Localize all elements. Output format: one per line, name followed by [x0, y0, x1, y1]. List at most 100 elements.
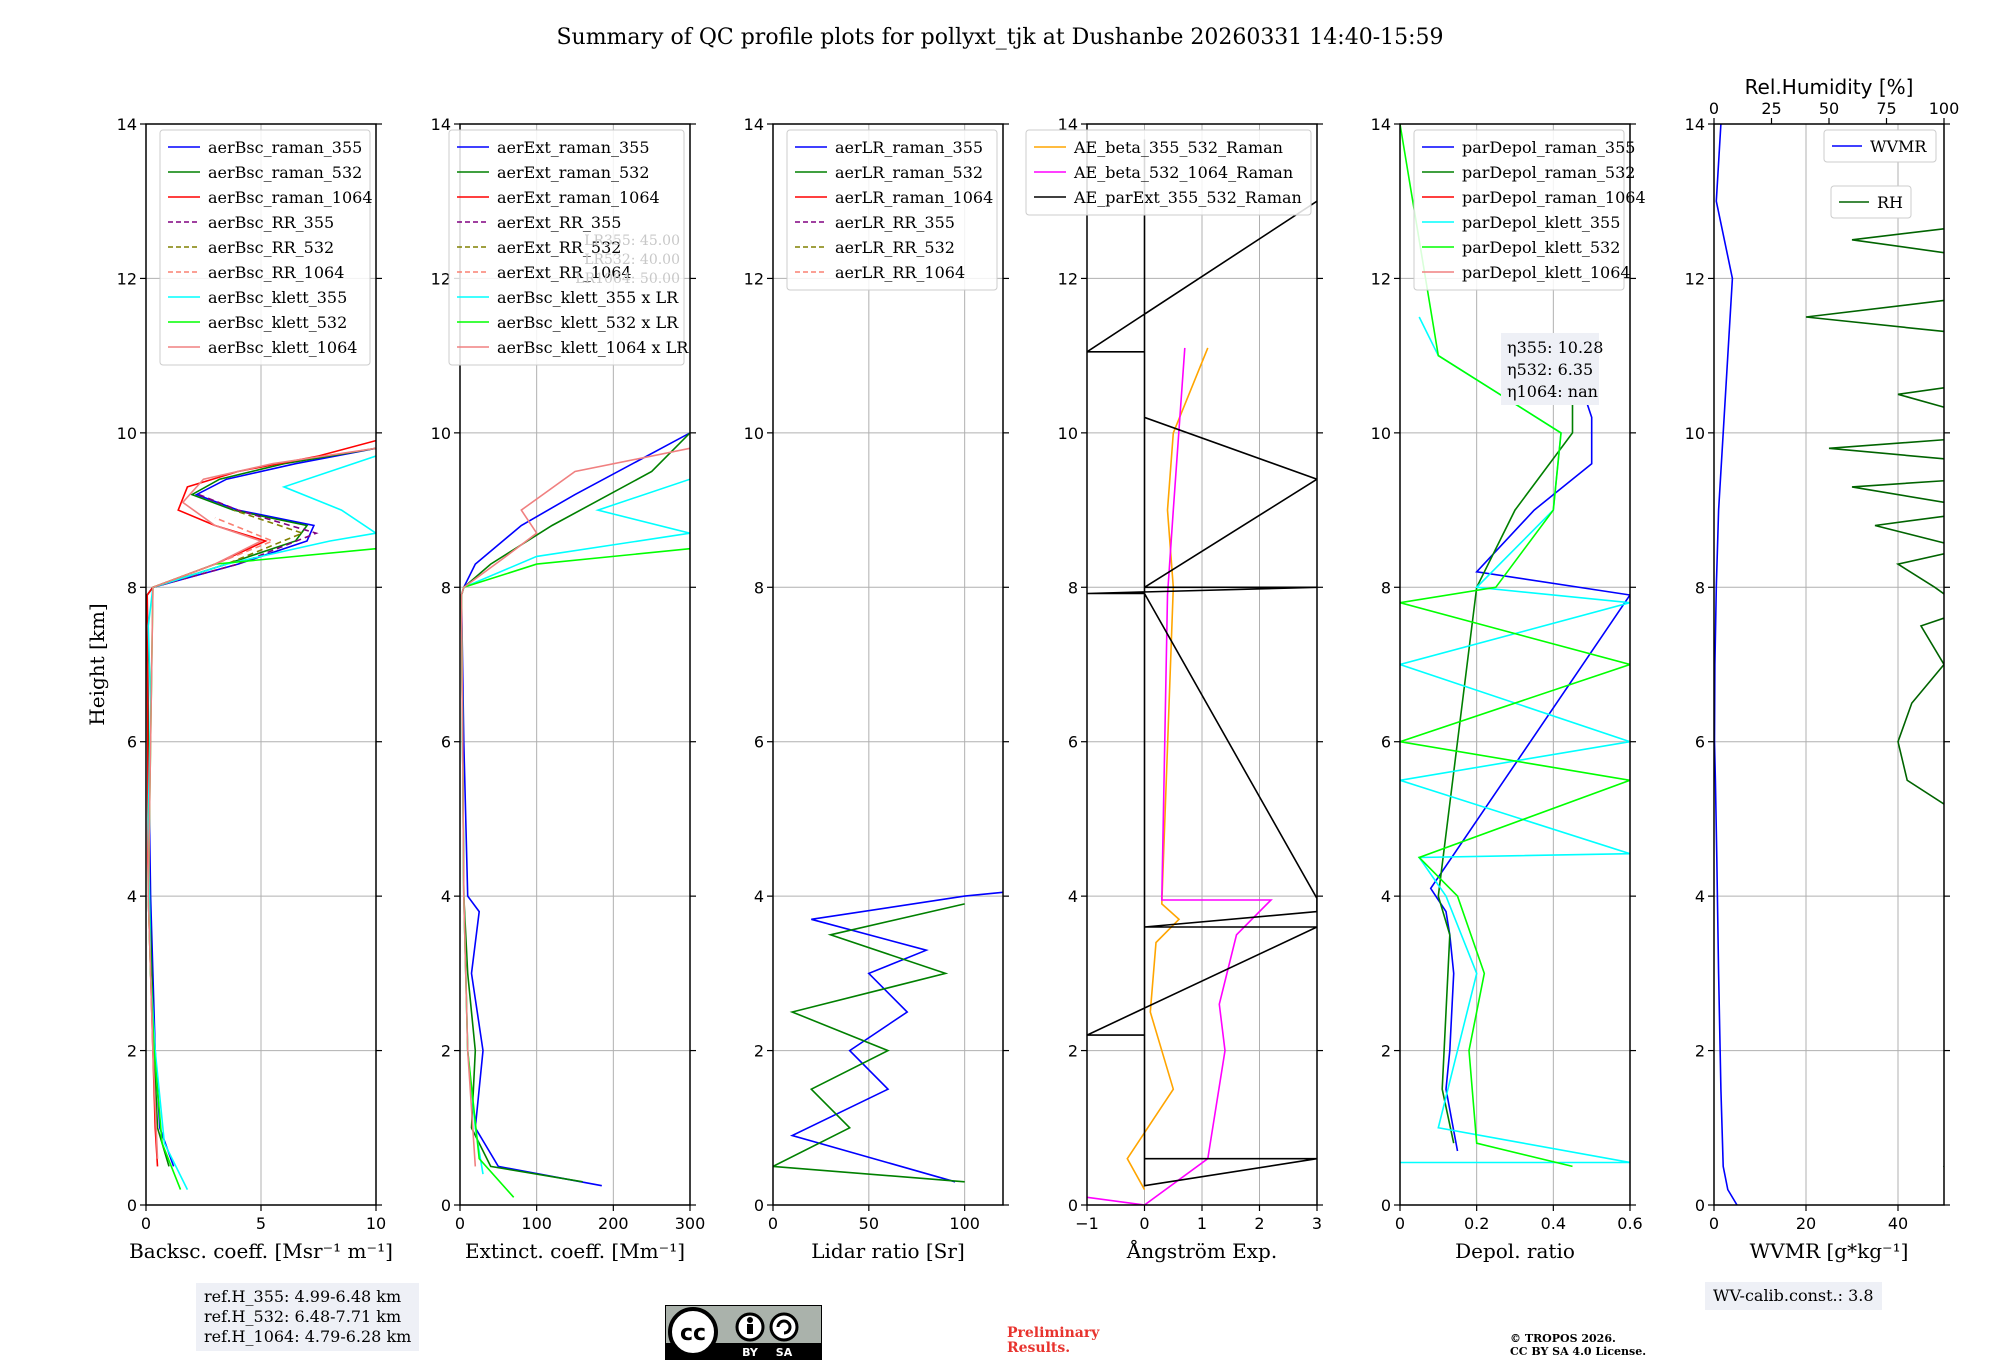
y-tick-label: 4: [1381, 887, 1391, 906]
series-aerbsc-klett-355-x-lr: [460, 478, 690, 1175]
y-tick-label: 2: [754, 1042, 764, 1061]
y-tick-label: 10: [1058, 424, 1078, 443]
y-tick-label: 8: [1068, 578, 1078, 597]
series-pardepol-raman-532: [1437, 394, 1574, 1144]
series-aerbsc-rr-355: [152, 493, 319, 589]
y-tick-label: 0: [1695, 1196, 1705, 1215]
x-axis-label: Lidar ratio [Sr]: [811, 1239, 965, 1263]
x-tick-label: 200: [598, 1214, 629, 1233]
axes-frame: [459, 123, 691, 1206]
x-tick-label: 3: [1312, 1214, 1322, 1233]
x-tick-label: 0.6: [1617, 1214, 1642, 1233]
legend-label: AE_beta_532_1064_Raman: [1073, 163, 1293, 182]
top-x-axis-label: Rel.Humidity [%]: [1745, 75, 1914, 99]
top-x-tick-label: 75: [1876, 99, 1896, 118]
preliminary-line-2: Results.: [1007, 1340, 1071, 1356]
y-tick-label: 0: [1381, 1196, 1391, 1215]
x-tick-label: 100: [521, 1214, 552, 1233]
series-ae-parext-355-532-raman: [1087, 139, 1317, 1187]
x-tick-label: 5: [256, 1214, 266, 1233]
x-tick-label: 10: [366, 1214, 386, 1233]
x-tick-label: 2: [1254, 1214, 1264, 1233]
top-x-tick-label: 100: [1929, 99, 1960, 118]
y-tick-label: 2: [441, 1042, 451, 1061]
y-tick-label: 0: [127, 1196, 137, 1215]
y-tick-label: 2: [1068, 1042, 1078, 1061]
y-tick-label: 2: [1381, 1042, 1391, 1061]
cc-sa-label: SA: [776, 1346, 793, 1359]
legend: aerBsc_raman_355 aerBsc_raman_532 aerBsc_r…: [159, 129, 373, 366]
lidar-ratio-annotation: LR1064: 50.00: [575, 271, 680, 287]
figure-title: Summary of QC profile plots for pollyxt_…: [556, 25, 1443, 50]
legend-label: aerBsc_raman_532: [208, 163, 362, 182]
x-tick-label: 0: [768, 1214, 778, 1233]
series-group: [773, 891, 1003, 1183]
copyright-notice: © TROPOS 2026. CC BY SA 4.0 License.: [1510, 1332, 1646, 1358]
axes-frame: [1399, 123, 1631, 1206]
legend-box: [448, 129, 685, 366]
x-axis-label: Extinct. coeff. [Mm⁻¹]: [465, 1239, 685, 1263]
legend-rh: RH: [1830, 185, 1912, 219]
y-tick-label: 0: [1068, 1196, 1078, 1215]
eta-box-bg: [1501, 333, 1599, 405]
legend-label: aerBsc_klett_1064 x LR: [497, 338, 689, 357]
series-rh: [1805, 227, 1944, 1168]
y-tick-label: 6: [1381, 733, 1391, 752]
series-wvmr: [1714, 124, 1738, 1205]
legend: aerExt_raman_355 aerExt_raman_532 aerExt_r…: [448, 129, 689, 366]
legend-label: aerBsc_klett_532: [208, 313, 347, 332]
x-tick-label: 0: [1395, 1214, 1405, 1233]
panel-6: 0 20 40 0 2 4 6 8 10 12 14 WVMR [g*kg⁻¹] 0 25 50 75 100 R…: [1685, 75, 1960, 1263]
series-group: [460, 432, 690, 1198]
legend-label: aerBsc_RR_532: [208, 238, 334, 257]
y-tick-label: 12: [1685, 269, 1705, 288]
series-aerbsc-klett-355: [147, 455, 376, 1190]
legend-label: aerExt_RR_355: [497, 213, 621, 232]
series-aerbsc-klett-1064-x-lr: [460, 447, 690, 1167]
eta-value: η355: 10.28: [1507, 338, 1603, 357]
y-tick-label: 2: [1695, 1042, 1705, 1061]
y-tick-label: 4: [1068, 887, 1078, 906]
y-tick-label: 14: [117, 115, 137, 134]
series-group: [1714, 124, 1944, 1205]
y-tick-label: 12: [744, 269, 764, 288]
legend-label: aerLR_RR_355: [835, 213, 955, 232]
legend-label: aerLR_raman_532: [835, 163, 983, 182]
legend-label: aerExt_RR_1064: [497, 263, 632, 282]
y-tick-label: 6: [1068, 733, 1078, 752]
ref-height-355: ref.H_355: 4.99-6.48 km: [204, 1287, 402, 1306]
top-x-tick-label: 50: [1819, 99, 1839, 118]
series-aerbsc-klett-1064: [147, 447, 376, 1159]
share-alike-icon: [769, 1312, 799, 1342]
y-tick-label: 6: [127, 733, 137, 752]
legend-box: [159, 129, 371, 366]
y-tick-label: 8: [441, 578, 451, 597]
y-tick-label: 10: [431, 424, 451, 443]
x-tick-label: 1: [1197, 1214, 1207, 1233]
legend-wvmr: WVMR: [1823, 129, 1937, 163]
svg-text:cc: cc: [680, 1321, 706, 1346]
ref-height-532: ref.H_532: 6.48-7.71 km: [204, 1307, 402, 1326]
panel-1: 0 5 10 0 2 4 6 8 10 12 14 Backsc. coeff. [Msr⁻¹ m⁻¹…: [85, 115, 393, 1263]
x-tick-label: −1: [1075, 1214, 1099, 1233]
y-tick-label: 12: [117, 269, 137, 288]
axes-frame: [772, 123, 1004, 1206]
series-ae-beta-355-532-raman: [1126, 347, 1209, 1190]
y-tick-label: 10: [1685, 424, 1705, 443]
y-tick-label: 10: [744, 424, 764, 443]
legend-label: AE_beta_355_532_Raman: [1073, 138, 1283, 157]
y-tick-label: 4: [127, 887, 137, 906]
y-tick-label: 10: [117, 424, 137, 443]
reference-height-box: ref.H_355: 4.99-6.48 km ref.H_532: 6.48-…: [196, 1283, 420, 1351]
y-tick-label: 4: [754, 887, 764, 906]
x-tick-label: 50: [859, 1214, 879, 1233]
legend-label: aerBsc_raman_355: [208, 138, 362, 157]
series-aerbsc-klett-532: [147, 547, 376, 1190]
series-group: [1400, 124, 1630, 1168]
series-pardepol-klett-532: [1400, 124, 1630, 1168]
y-tick-label: 14: [431, 115, 451, 134]
wv-calibration-constant: WV-calib.const.: 3.8: [1713, 1286, 1874, 1305]
legend-box: [1823, 129, 1937, 163]
series-ae-beta-532-1064-raman: [1087, 347, 1273, 1205]
